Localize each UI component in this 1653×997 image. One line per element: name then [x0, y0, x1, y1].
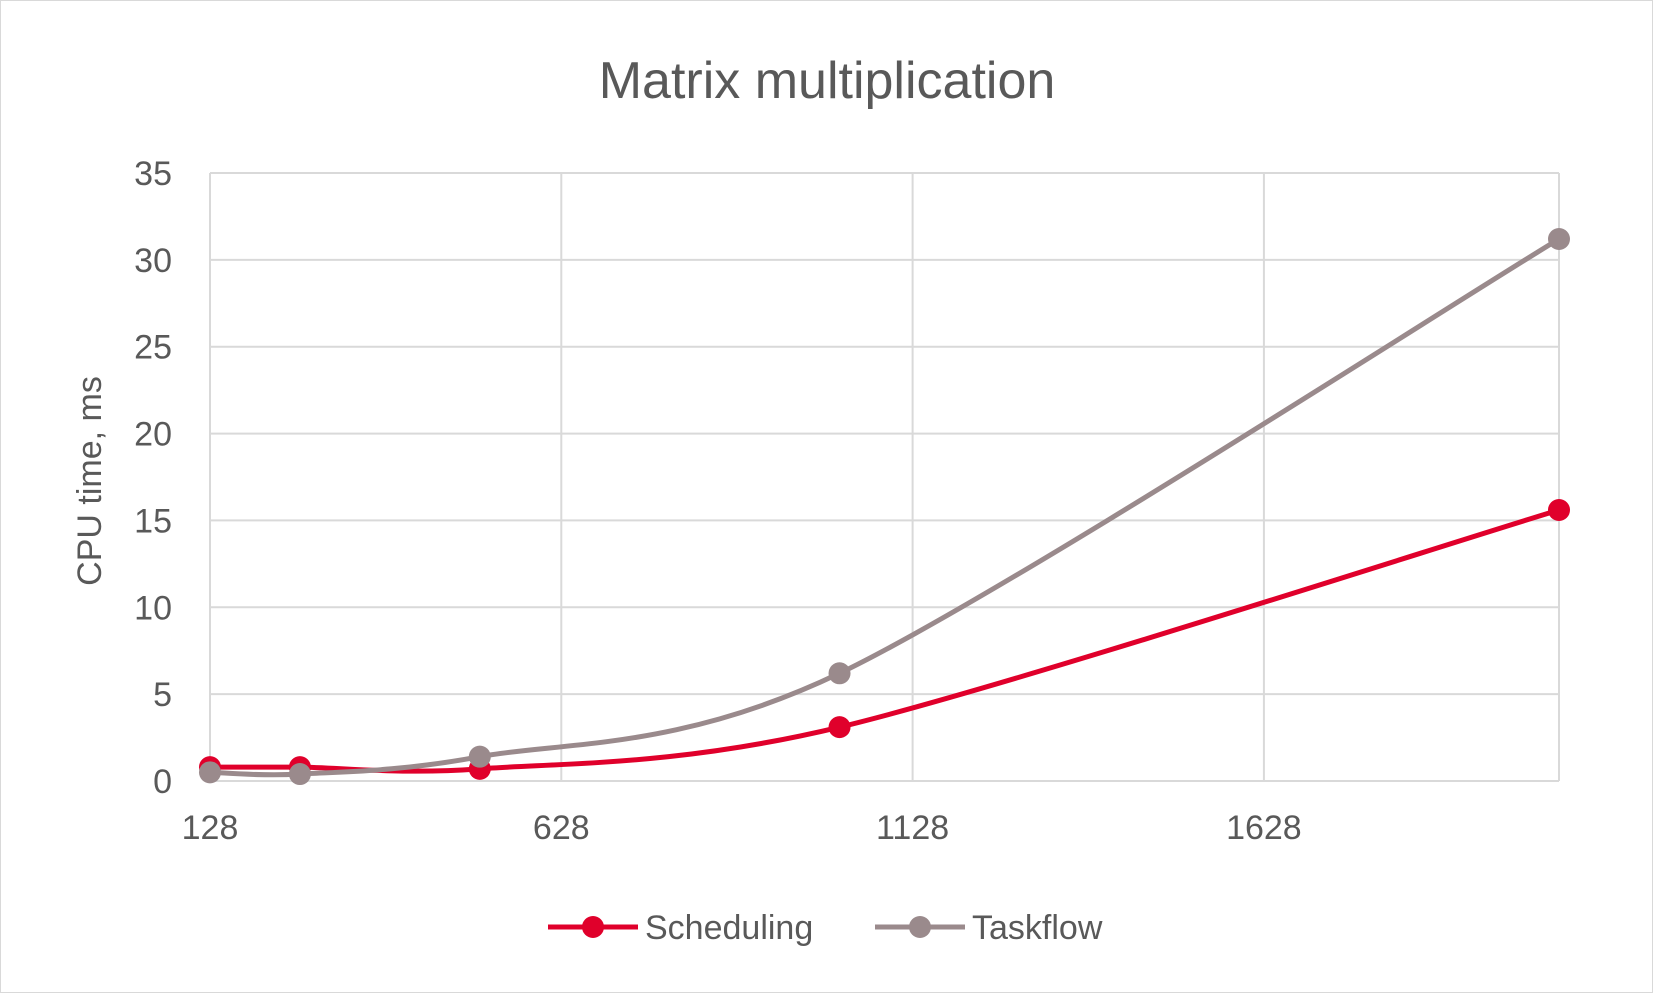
chart-title: Matrix multiplication — [599, 52, 1056, 110]
y-tick-label: 35 — [134, 155, 172, 193]
series-taskflow — [199, 228, 1570, 786]
data-point-taskflow — [288, 763, 311, 786]
x-tick-labels: 128 628 1128 1628 — [182, 809, 1302, 847]
y-tick-label: 25 — [134, 329, 172, 367]
data-point-taskflow — [1548, 228, 1570, 251]
y-axis-label: CPU time, ms — [71, 376, 109, 586]
y-tick-label: 10 — [134, 589, 172, 627]
series-layer — [199, 228, 1570, 786]
data-point-taskflow — [468, 745, 491, 768]
y-tick-label: 20 — [134, 416, 172, 454]
legend-label: Scheduling — [645, 909, 813, 947]
data-point-scheduling — [828, 716, 851, 739]
data-point-scheduling — [1548, 499, 1570, 522]
x-tick-label: 1128 — [876, 809, 949, 847]
data-point-taskflow — [828, 662, 851, 685]
series-line-scheduling — [207, 507, 1562, 774]
legend-item-scheduling: Scheduling — [548, 909, 813, 947]
x-tick-label: 1628 — [1226, 809, 1302, 847]
y-tick-label: 30 — [134, 242, 172, 280]
y-tick-label: 0 — [153, 763, 172, 801]
legend-marker — [909, 916, 931, 938]
y-tick-labels: 0 5 10 15 20 25 30 35 — [134, 155, 172, 801]
y-tick-label: 5 — [153, 676, 172, 714]
y-tick-label: 15 — [134, 502, 172, 540]
x-tick-label: 628 — [533, 809, 590, 847]
legend-item-taskflow: Taskflow — [875, 909, 1103, 947]
data-point-taskflow — [199, 761, 221, 784]
legend-marker — [582, 916, 604, 938]
legend-label: Taskflow — [972, 909, 1103, 947]
x-tick-label: 128 — [182, 809, 239, 847]
legend: Scheduling Taskflow — [548, 909, 1103, 947]
grid — [209, 172, 1560, 782]
series-scheduling — [199, 499, 1570, 780]
